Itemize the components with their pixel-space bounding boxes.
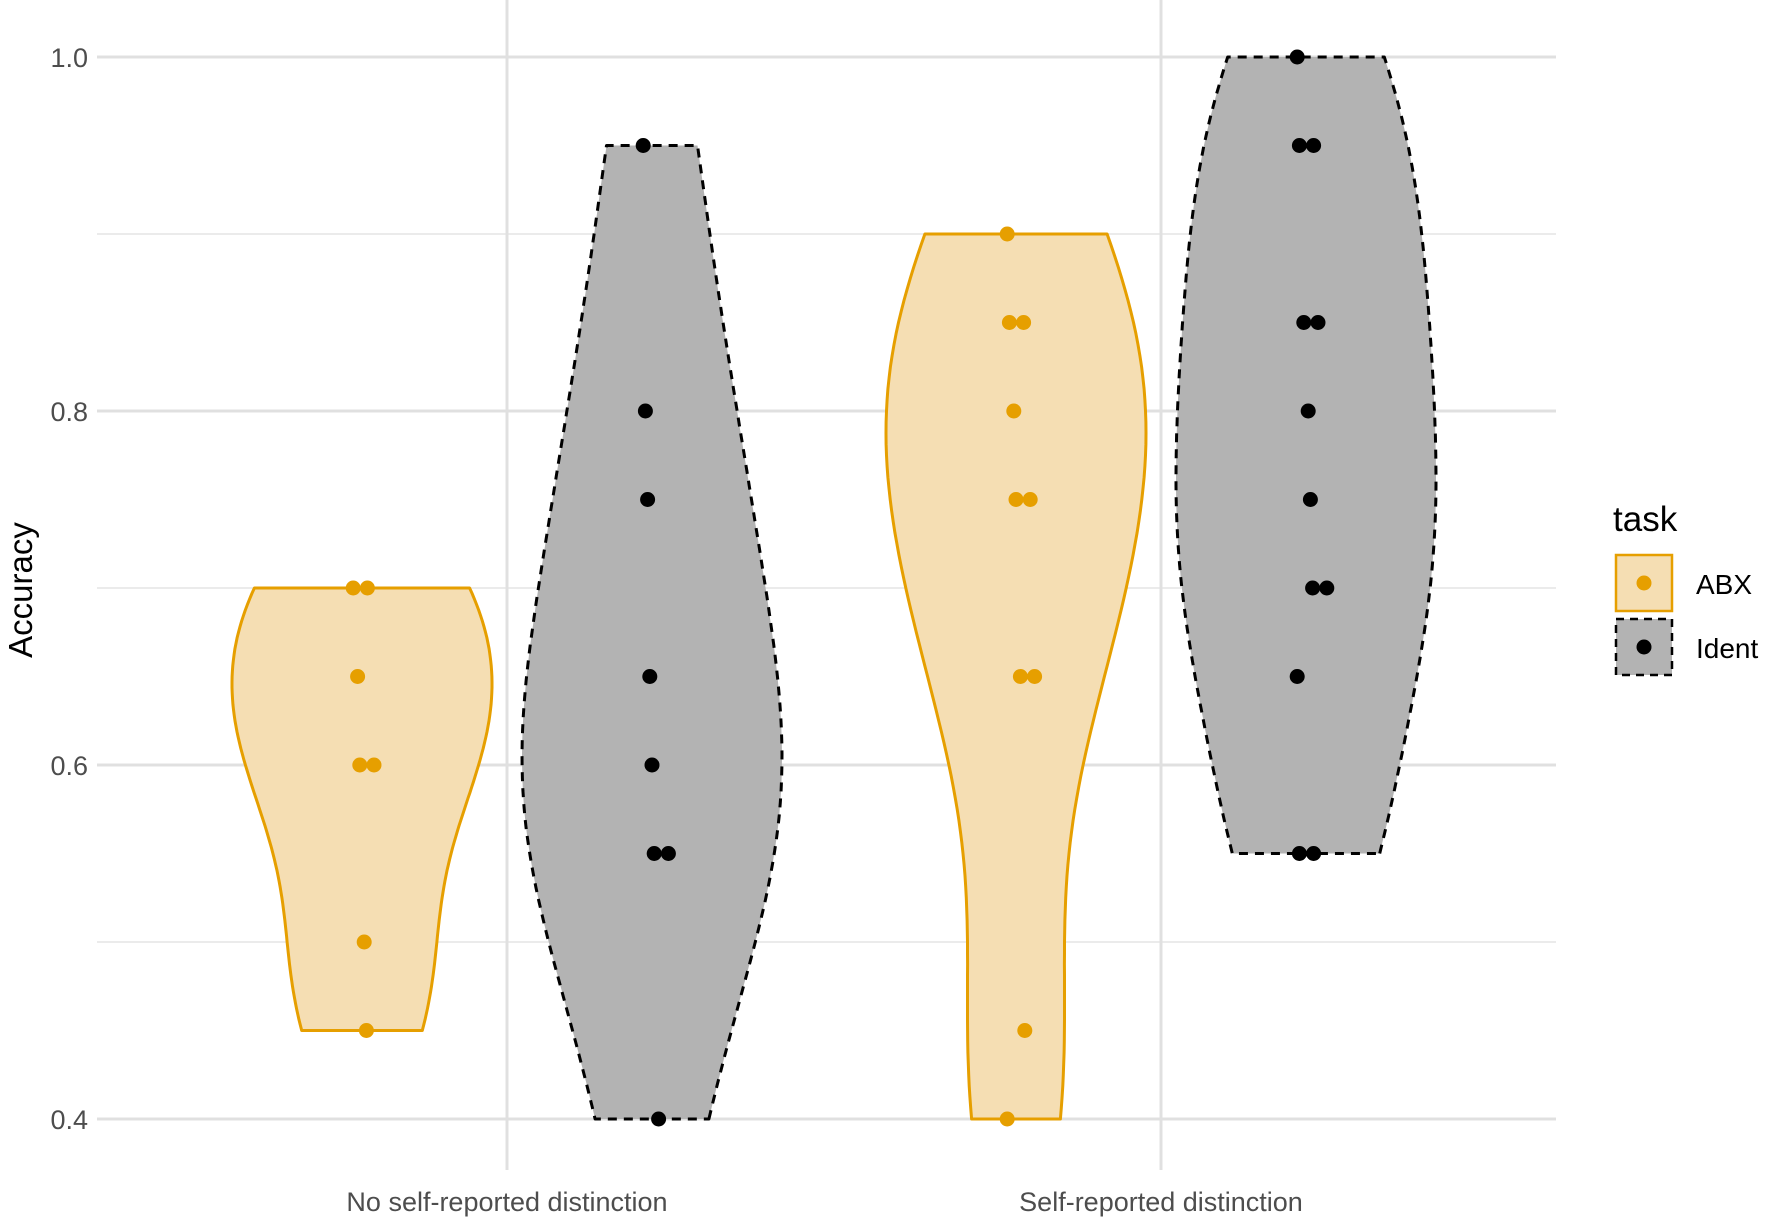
data-point-abx (1006, 403, 1022, 419)
legend-label-abx: ABX (1696, 569, 1752, 600)
data-point-abx (1027, 669, 1043, 684)
data-point-ident (637, 403, 653, 419)
data-point-abx (356, 934, 372, 950)
x-tick-label: No self-reported distinction (346, 1187, 667, 1217)
data-point-ident (642, 669, 658, 684)
data-point-abx (358, 1023, 374, 1038)
data-point-abx (1012, 669, 1028, 684)
axis-layer: Accuracy 0.4 0.6 0.8 1.0 No self-reported di… (2, 43, 1303, 1217)
violin-ident-1 (520, 144, 784, 1121)
data-point-ident (1291, 138, 1307, 153)
data-point-ident (1291, 846, 1307, 861)
data-point-ident (646, 846, 662, 861)
legend-title: task (1613, 500, 1678, 539)
data-point-ident (1305, 580, 1321, 596)
violin-abx-1 (230, 586, 494, 1032)
data-point-ident (651, 1111, 667, 1127)
violin-ident-2 (1174, 55, 1438, 855)
data-point-ident (1300, 403, 1316, 419)
data-point-abx (999, 1111, 1015, 1127)
data-point-ident (660, 846, 676, 861)
data-point-ident (644, 757, 660, 773)
data-point-ident (1289, 669, 1305, 684)
point-layer (345, 49, 1335, 1127)
legend-label-ident: Ident (1696, 633, 1758, 664)
y-axis-title: Accuracy (2, 522, 39, 658)
data-point-ident (640, 492, 656, 507)
legend: task ABX Ident (1613, 500, 1758, 677)
data-point-abx (359, 580, 375, 596)
y-tick-label: 1.0 (50, 43, 88, 73)
data-point-abx (345, 580, 361, 596)
x-tick-label: Self-reported distinction (1019, 1187, 1303, 1217)
data-point-ident (1306, 846, 1322, 861)
y-tick-label: 0.6 (50, 751, 88, 781)
data-point-abx (350, 669, 366, 684)
data-point-ident (1306, 138, 1322, 153)
data-point-ident (1296, 315, 1312, 330)
data-point-abx (366, 757, 382, 773)
data-point-abx (999, 226, 1015, 242)
data-point-abx (1017, 1023, 1033, 1038)
data-point-ident (1289, 49, 1305, 65)
data-point-ident (635, 138, 651, 153)
y-tick-label: 0.4 (50, 1105, 88, 1135)
legend-key-ident-dot (1636, 639, 1652, 655)
data-point-ident (1319, 580, 1335, 596)
y-tick-label: 0.8 (50, 397, 88, 427)
data-point-ident (1310, 315, 1326, 330)
data-point-abx (1022, 492, 1038, 507)
data-point-abx (1001, 315, 1017, 330)
data-point-abx (352, 757, 368, 773)
data-point-abx (1008, 492, 1024, 507)
data-point-ident (1302, 492, 1318, 507)
legend-key-abx-dot (1636, 575, 1652, 591)
data-point-abx (1016, 315, 1032, 330)
